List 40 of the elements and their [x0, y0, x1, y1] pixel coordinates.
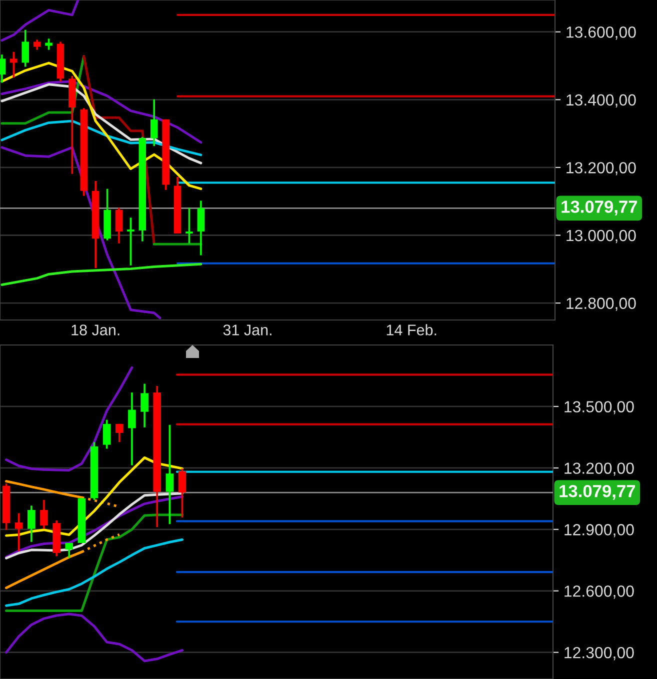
line-series [5, 538, 184, 607]
candlestick [45, 38, 52, 51]
candlestick [197, 200, 205, 256]
y-tick-label: 12.600,00 [564, 586, 634, 599]
y-tick-label: 13.600,00 [566, 26, 636, 40]
candlestick [150, 98, 158, 148]
y-tick-label: 12.900,00 [564, 524, 634, 538]
candlestick [28, 504, 36, 543]
candlestick [10, 50, 18, 79]
x-tick-label: 14 Feb. [386, 324, 436, 336]
y-tick-label: 13.500,00 [564, 401, 634, 414]
candlestick [22, 28, 29, 68]
candlestick [178, 468, 186, 518]
y-tick-label: 12.300,00 [564, 646, 634, 660]
ref-line-label: 13.079,77 [560, 484, 635, 500]
line-series [5, 612, 184, 662]
candlestick [33, 38, 41, 51]
candlestick [14, 512, 23, 552]
y-tick-label: 13.000,00 [566, 230, 636, 244]
y-tick-label: 13.400,00 [566, 94, 636, 108]
candlestick [127, 216, 134, 266]
candlestick [40, 499, 48, 530]
line-series [0, 62, 202, 190]
x-tick-label: 31 Jan. [223, 324, 272, 336]
x-tick-label: 18 Jan. [72, 324, 120, 336]
line-series [5, 366, 134, 472]
y-tick-label: 13.200,00 [566, 162, 636, 176]
candlestick [140, 382, 148, 428]
ref-line-label: 13.079,77 [562, 200, 638, 216]
line-series [5, 514, 184, 612]
candlestick [65, 542, 74, 559]
candlestick [116, 422, 124, 444]
y-tick-label: 13.200,00 [564, 462, 634, 476]
candlestick [186, 206, 193, 244]
y-tick-label: 12.800,00 [566, 298, 636, 311]
candlestick [128, 392, 136, 466]
candlestick [102, 418, 111, 450]
line-series [0, 262, 202, 286]
candlestick [166, 424, 174, 525]
candlestick [115, 206, 123, 244]
